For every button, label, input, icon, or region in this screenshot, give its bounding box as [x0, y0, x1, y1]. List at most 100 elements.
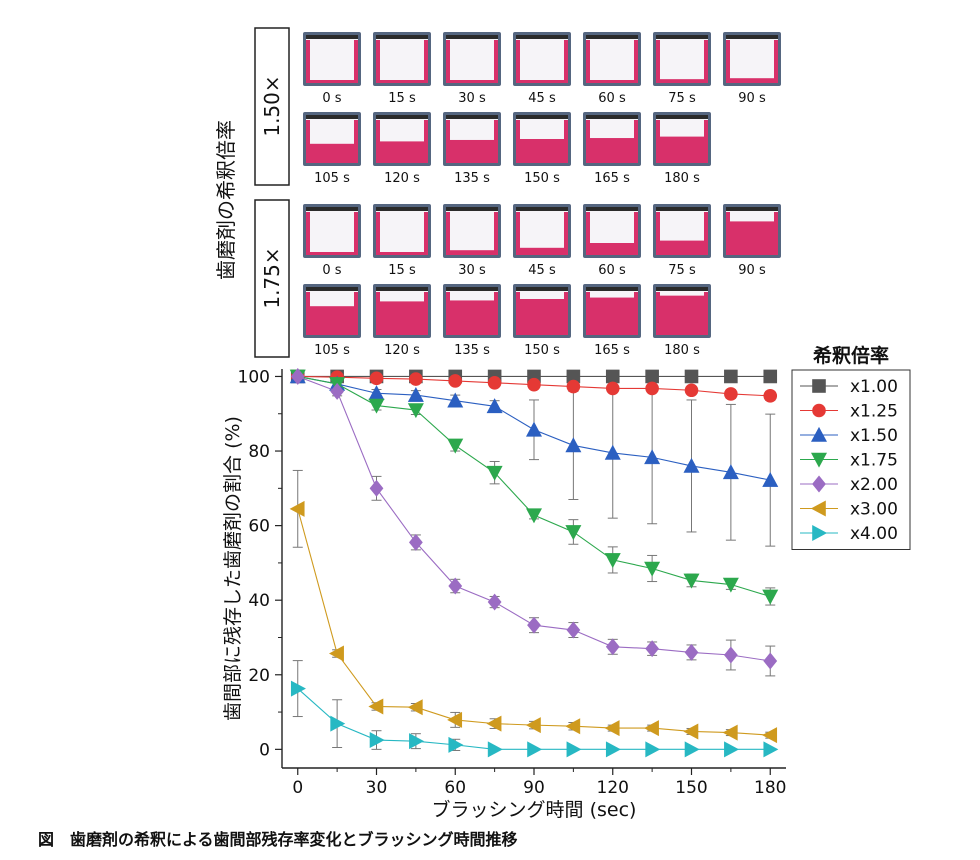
photo-top-bar: [656, 207, 708, 211]
y-tick-label: 0: [259, 740, 270, 760]
photo-panel: 歯磨剤の希釈倍率 1.50× 0 s 15 s 30 s 45 s 60 s 75 s 90 s…: [214, 27, 781, 358]
legend-label: x3.00: [850, 500, 898, 520]
photo-top-bar: [586, 207, 638, 211]
photo-background: [656, 35, 708, 83]
data-point: [407, 403, 424, 419]
data-point: [566, 621, 581, 639]
photo-background: [446, 207, 498, 255]
photo-thumbnail: [513, 204, 571, 258]
paste-region: [376, 301, 428, 335]
legend-marker: [810, 426, 828, 442]
photo-thumbnail: [653, 284, 711, 338]
data-point: [604, 444, 621, 460]
paste-edge-right: [424, 212, 428, 255]
paste-edge-right: [354, 212, 358, 255]
y-axis-label: 歯間部に残存した歯磨剤の割合 (%): [222, 416, 244, 721]
photo-background: [516, 35, 568, 83]
photo-background: [376, 207, 428, 255]
photo-thumbnail: [303, 112, 361, 166]
photo-time-label: 30 s: [458, 91, 486, 106]
photo-time-label: 60 s: [598, 91, 626, 106]
paste-edge-right: [494, 40, 498, 83]
data-point: [328, 645, 344, 662]
data-point: [486, 465, 503, 481]
paste-edge-right: [494, 212, 498, 255]
photo-top-bar: [306, 35, 358, 39]
paste-region: [376, 80, 428, 83]
photo-top-bar: [376, 35, 428, 39]
paste-edge-right: [354, 40, 358, 83]
paste-edge-left: [376, 40, 380, 83]
data-point: [525, 508, 543, 524]
photo-thumbnail: [583, 32, 641, 86]
photo-time-label: 75 s: [668, 263, 696, 278]
photo-top-bar: [656, 35, 708, 39]
photo-top-bar: [446, 287, 498, 291]
paste-edge-left: [586, 292, 590, 335]
photo-top-bar: [516, 207, 568, 211]
paste-region: [306, 252, 358, 255]
data-point: [763, 389, 778, 403]
data-point: [605, 638, 620, 656]
photo-time-label: 135 s: [454, 343, 490, 358]
series-x1.25: [290, 369, 778, 403]
legend-label: x1.25: [850, 402, 898, 422]
data-point: [289, 500, 305, 517]
data-point: [605, 369, 620, 384]
photo-thumbnail: [443, 32, 501, 86]
photo-background: [306, 207, 358, 255]
data-point: [763, 652, 778, 670]
data-point: [369, 732, 385, 749]
photo-top-bar: [516, 287, 568, 291]
photo-time-label: 15 s: [388, 91, 416, 106]
data-point: [525, 717, 541, 734]
paste-edge-right: [354, 120, 358, 163]
data-point: [368, 398, 385, 414]
paste-edge-left: [306, 292, 310, 335]
data-point: [684, 369, 699, 384]
paste-edge-left: [446, 120, 450, 163]
data-point: [290, 680, 306, 697]
paste-region: [376, 252, 428, 255]
data-point: [566, 379, 581, 394]
error-bars-x1.25: [332, 375, 776, 401]
paste-region: [656, 136, 708, 163]
data-point: [645, 741, 661, 758]
data-point: [762, 727, 778, 744]
data-point: [762, 471, 779, 487]
legend-label: x2.00: [850, 475, 898, 495]
photo-top-bar: [726, 207, 778, 211]
data-point: [645, 640, 660, 658]
paste-edge-right: [424, 40, 428, 83]
legend-marker: [812, 403, 826, 418]
paste-edge-right: [564, 120, 568, 163]
data-point: [644, 561, 661, 577]
data-point: [684, 643, 699, 661]
y-tick-label: 80: [248, 442, 270, 462]
data-point: [566, 741, 582, 758]
paste-region: [306, 306, 358, 335]
photo-thumbnail: [653, 112, 711, 166]
data-point: [330, 382, 345, 400]
data-point: [683, 457, 700, 473]
paste-region: [306, 143, 358, 163]
photo-top-bar: [516, 115, 568, 119]
paste-edge-right: [634, 40, 638, 83]
x-tick-label: 180: [754, 778, 786, 798]
paste-edge-right: [774, 40, 778, 83]
photo-thumbnail: [443, 112, 501, 166]
photo-top-bar: [726, 35, 778, 39]
error-bars-x1.75: [332, 379, 776, 606]
photo-time-label: 180 s: [664, 343, 700, 358]
paste-edge-right: [704, 292, 708, 335]
group-label: 1.50×: [260, 75, 284, 136]
photo-time-label: 105 s: [314, 171, 350, 186]
paste-edge-right: [774, 212, 778, 255]
paste-edge-right: [424, 292, 428, 335]
data-point: [645, 369, 659, 384]
data-point: [369, 371, 384, 386]
figure-caption: 図 歯磨剤の希釈による歯間部残存率変化とブラッシング時間推移: [38, 830, 518, 849]
series-x2.00: [290, 367, 778, 670]
data-point: [723, 646, 738, 664]
group-label: 1.75×: [260, 247, 284, 308]
